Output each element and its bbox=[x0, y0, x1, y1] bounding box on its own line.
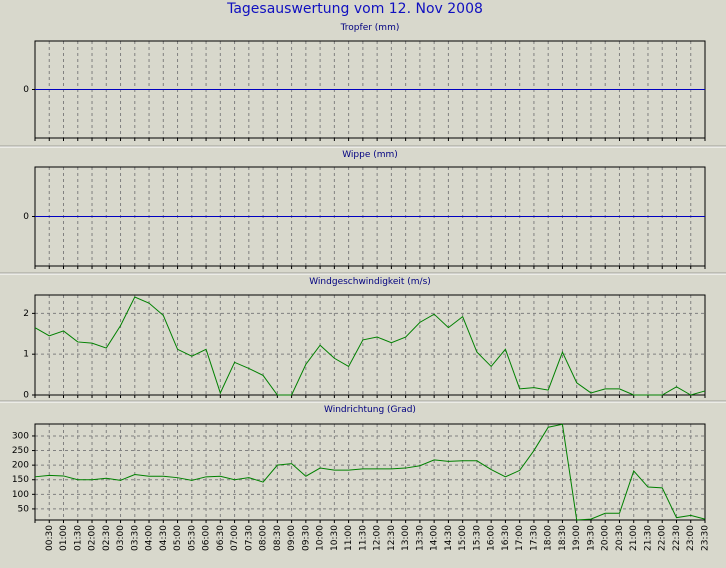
x-tick-label: 12:30 bbox=[387, 525, 397, 551]
x-tick-label: 15:30 bbox=[472, 525, 482, 551]
x-tick-label: 20:30 bbox=[615, 525, 625, 551]
x-tick-label: 04:30 bbox=[159, 525, 169, 551]
y-tick-label: 2 bbox=[23, 309, 29, 319]
x-tick-label: 17:30 bbox=[529, 525, 539, 551]
x-tick-label: 00:30 bbox=[45, 525, 55, 551]
y-tick-label: 150 bbox=[12, 475, 29, 485]
x-tick-label: 09:00 bbox=[287, 525, 297, 551]
x-tick-label: 19:00 bbox=[572, 525, 582, 551]
x-tick-label: 11:00 bbox=[344, 525, 354, 551]
x-tick-label: 03:30 bbox=[130, 525, 140, 551]
data-line bbox=[34, 423, 706, 521]
x-tick-label: 14:00 bbox=[430, 525, 440, 551]
x-tick-label: 10:00 bbox=[316, 525, 326, 551]
y-tick-label: 0 bbox=[23, 391, 29, 401]
y-tick-label: 300 bbox=[12, 431, 29, 441]
x-tick-label: 08:00 bbox=[259, 525, 269, 551]
y-tick-label: 0 bbox=[23, 85, 29, 95]
x-tick-label: 12:00 bbox=[373, 525, 383, 551]
x-tick-label: 03:00 bbox=[116, 525, 126, 551]
x-tick-label: 16:30 bbox=[501, 525, 511, 551]
x-tick-label: 07:30 bbox=[244, 525, 254, 551]
x-tick-label: 05:30 bbox=[187, 525, 197, 551]
x-tick-label: 19:30 bbox=[586, 525, 596, 551]
x-tick-label: 16:00 bbox=[487, 525, 497, 551]
x-tick-label: 08:30 bbox=[273, 525, 283, 551]
x-tick-label: 21:00 bbox=[629, 525, 639, 551]
y-tick-label: 100 bbox=[12, 490, 29, 500]
x-tick-label: 21:30 bbox=[643, 525, 653, 551]
x-tick-label: 05:00 bbox=[173, 525, 183, 551]
x-tick-label: 06:00 bbox=[202, 525, 212, 551]
x-tick-label: 07:00 bbox=[230, 525, 240, 551]
x-tick-label: 13:00 bbox=[401, 525, 411, 551]
x-tick-label: 02:00 bbox=[88, 525, 98, 551]
plot-frame bbox=[34, 294, 706, 396]
panel-title: Windrichtung (Grad) bbox=[324, 405, 416, 415]
x-tick-label: 01:00 bbox=[59, 525, 69, 551]
data-line bbox=[34, 296, 706, 396]
x-tick-label: 13:30 bbox=[415, 525, 425, 551]
x-tick-label: 18:30 bbox=[558, 525, 568, 551]
x-tick-label: 22:00 bbox=[658, 525, 668, 551]
panel-title: Tropfer (mm) bbox=[340, 23, 400, 33]
x-tick-label: 22:30 bbox=[672, 525, 682, 551]
x-tick-label: 23:00 bbox=[686, 525, 696, 551]
y-tick-label: 1 bbox=[23, 350, 29, 360]
y-tick-label: 200 bbox=[12, 461, 29, 471]
page-title: Tagesauswertung vom 12. Nov 2008 bbox=[226, 1, 483, 17]
panel-title: Windgeschwindigkeit (m/s) bbox=[309, 277, 431, 287]
x-tick-label: 17:00 bbox=[515, 525, 525, 551]
y-tick-label: 50 bbox=[18, 504, 30, 514]
x-tick-label: 02:30 bbox=[102, 525, 112, 551]
y-tick-label: 0 bbox=[23, 212, 29, 222]
x-tick-label: 18:00 bbox=[544, 525, 554, 551]
x-tick-label: 04:00 bbox=[145, 525, 155, 551]
x-tick-label: 23:30 bbox=[701, 525, 711, 551]
x-tick-label: 06:30 bbox=[216, 525, 226, 551]
x-tick-label: 20:00 bbox=[601, 525, 611, 551]
x-tick-label: 15:00 bbox=[458, 525, 468, 551]
x-tick-label: 10:30 bbox=[330, 525, 340, 551]
x-tick-label: 09:30 bbox=[301, 525, 311, 551]
y-tick-label: 250 bbox=[12, 446, 29, 456]
x-tick-label: 11:30 bbox=[358, 525, 368, 551]
x-tick-label: 01:30 bbox=[73, 525, 83, 551]
x-tick-label: 14:30 bbox=[444, 525, 454, 551]
plot-frame bbox=[34, 423, 706, 521]
panel-title: Wippe (mm) bbox=[342, 150, 398, 160]
